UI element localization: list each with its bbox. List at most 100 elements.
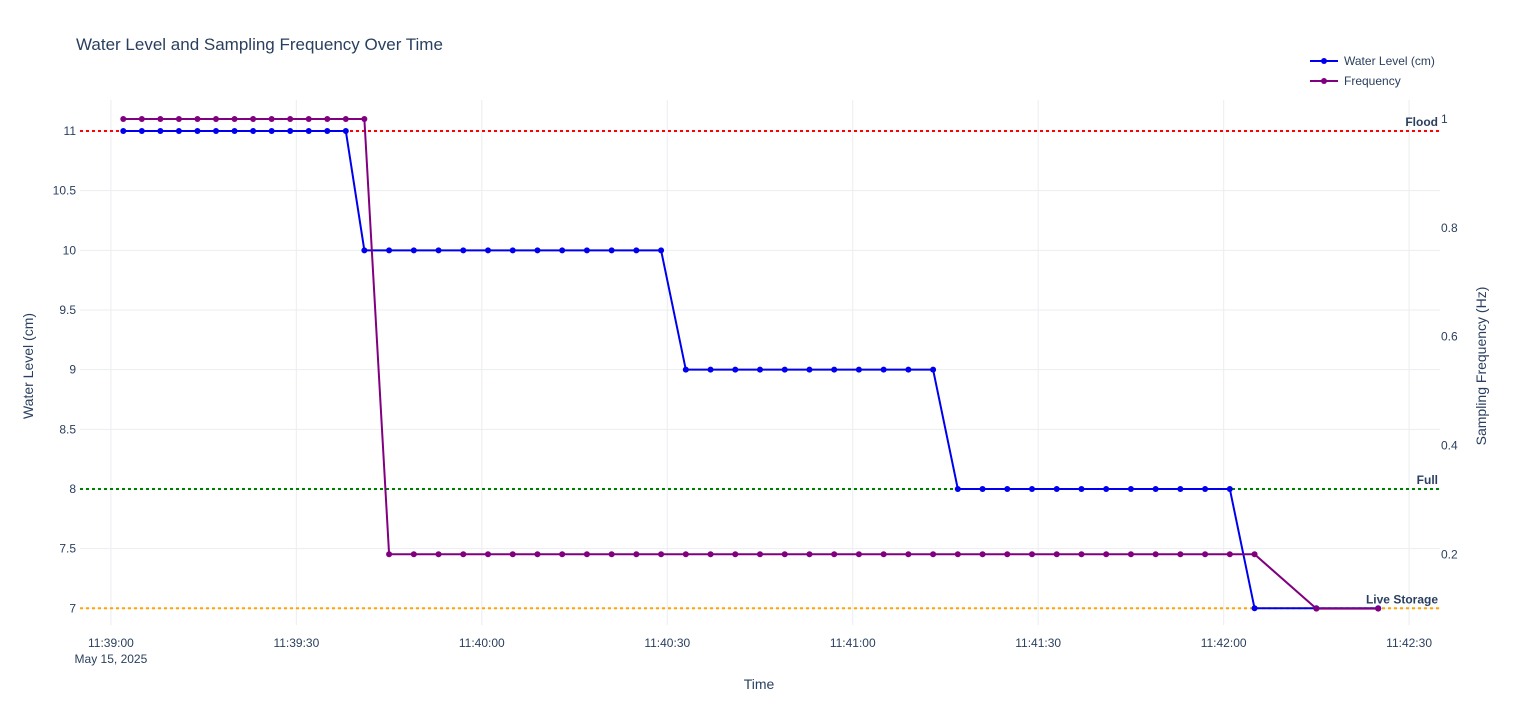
series-layer: [120, 116, 1382, 612]
frequency-point: [608, 551, 615, 558]
water-level-point: [1004, 485, 1011, 492]
water-level-point: [781, 366, 788, 373]
water-level-point: [305, 128, 312, 135]
frequency-point: [1202, 551, 1209, 558]
y-axis-title: Water Level (cm): [20, 313, 36, 419]
y-tick-label: 11: [64, 124, 77, 138]
frequency-line: [123, 118, 1379, 610]
frequency-point: [1127, 551, 1134, 558]
water-level-point: [1226, 485, 1233, 492]
frequency-point: [1251, 551, 1258, 558]
frequency-point: [213, 116, 219, 123]
x-tick-label: 11:39:00: [88, 636, 134, 650]
water-level-point: [1127, 485, 1134, 492]
frequency-point: [757, 551, 763, 558]
water-level-point: [342, 128, 349, 135]
frequency-point: [1078, 551, 1085, 558]
frequency-point: [435, 551, 442, 558]
frequency-point: [831, 551, 838, 558]
water-level-point: [930, 366, 937, 373]
water-level-point: [831, 366, 838, 373]
x-axis-title: Time: [744, 676, 775, 692]
frequency-point: [1177, 551, 1184, 558]
axes-labels: 7 7.5 8 8.5 9 9.5 10 10.5 11 0.2 0.4 0.6 0.8 1 11:39:0…: [53, 112, 1458, 666]
water-level-point: [1152, 485, 1159, 492]
water-level-point: [175, 128, 182, 135]
water-level-point: [682, 366, 689, 373]
y-tick-label: 9.5: [59, 303, 76, 317]
reference-lines: Flood Full Live Storage: [80, 115, 1440, 610]
water-level-point: [157, 128, 164, 135]
water-level-point: [1202, 485, 1209, 492]
frequency-point: [930, 551, 937, 558]
water-level-point: [534, 247, 541, 254]
water-level-point: [707, 366, 714, 373]
legend-water-level-marker: [1321, 58, 1327, 64]
y-tick-label: 7: [69, 601, 76, 615]
water-level-point: [1053, 485, 1060, 492]
water-level-point: [559, 247, 566, 254]
y-tick-label: 8.5: [59, 422, 76, 436]
frequency-point: [138, 116, 145, 123]
y-tick-label: 8: [69, 482, 76, 496]
water-level-point: [231, 128, 238, 135]
water-level-point: [658, 247, 665, 254]
frequency-point: [1103, 551, 1110, 558]
frequency-point: [880, 551, 887, 558]
frequency-point: [194, 116, 201, 123]
water-level-point: [732, 366, 739, 373]
frequency-point: [175, 116, 182, 123]
frequency-point: [342, 116, 349, 123]
frequency-point: [120, 116, 127, 123]
frequency-point: [268, 116, 275, 123]
water-level-point: [485, 247, 491, 254]
water-level-point: [268, 128, 275, 135]
frequency-point: [231, 116, 238, 123]
water-level-point: [120, 128, 127, 135]
water-level-point: [361, 247, 368, 254]
frequency-point: [979, 551, 986, 558]
x-tick-label: 11:40:00: [459, 636, 505, 650]
y-tick-label: 7.5: [59, 542, 76, 556]
water-level-point: [324, 128, 331, 135]
frequency-point: [658, 551, 665, 558]
frequency-point: [509, 551, 516, 558]
water-level-point: [460, 247, 467, 254]
frequency-point: [855, 551, 862, 558]
frequency-point: [559, 551, 566, 558]
frequency-point: [305, 116, 312, 123]
water-level-point: [633, 247, 640, 254]
frequency-point: [157, 116, 164, 123]
y2-tick-label: 0.8: [1441, 221, 1458, 235]
y-tick-label: 10.5: [53, 184, 77, 198]
frequency-point: [1313, 605, 1320, 612]
water-level-point: [287, 128, 294, 135]
frequency-point: [954, 551, 961, 558]
water-level-point: [250, 128, 257, 135]
grid-lines: [80, 100, 1440, 625]
frequency-point: [250, 116, 257, 123]
frequency-point: [361, 116, 368, 123]
legend-frequency-marker: [1321, 78, 1327, 84]
y2-axis-title: Sampling Frequency (Hz): [1473, 287, 1489, 446]
x-date-label: May 15, 2025: [75, 652, 148, 666]
frequency-point: [410, 551, 417, 558]
frequency-point: [707, 551, 714, 558]
y2-tick-label: 0.2: [1441, 547, 1458, 561]
water-level-point: [583, 247, 590, 254]
frequency-point: [485, 551, 491, 558]
frequency-point: [1226, 551, 1233, 558]
y2-tick-label: 0.4: [1441, 438, 1458, 452]
water-level-point: [1103, 485, 1110, 492]
water-level-point: [880, 366, 887, 373]
legend[interactable]: Water Level (cm) Frequency: [1310, 54, 1435, 88]
y2-tick-label: 0.6: [1441, 330, 1458, 344]
frequency-point: [583, 551, 590, 558]
water-level-point: [386, 247, 393, 254]
water-level-point: [509, 247, 516, 254]
x-tick-label: 11:40:30: [644, 636, 690, 650]
x-tick-label: 11:41:00: [830, 636, 876, 650]
reference-label-live-storage: Live Storage: [1366, 592, 1438, 606]
frequency-point: [633, 551, 640, 558]
